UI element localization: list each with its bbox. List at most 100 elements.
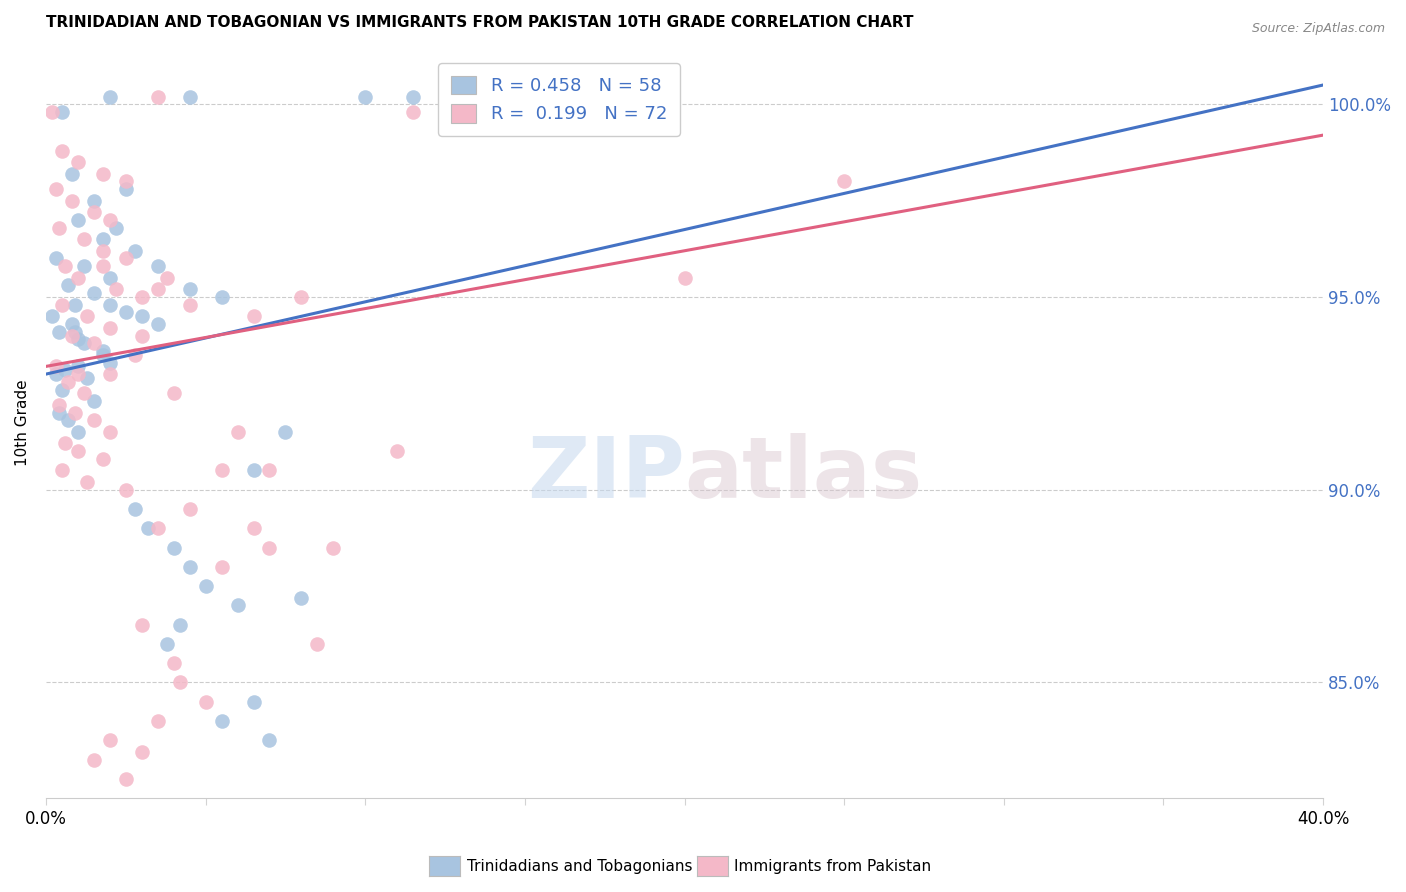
Point xyxy=(114,182,136,196)
Point xyxy=(146,714,169,728)
Point xyxy=(66,333,89,347)
Point xyxy=(242,521,264,535)
Point xyxy=(41,310,63,324)
Point xyxy=(66,213,89,227)
Point xyxy=(93,167,115,181)
Point xyxy=(93,244,115,258)
Point xyxy=(48,220,70,235)
Point xyxy=(290,591,312,605)
Point xyxy=(58,413,80,427)
Point xyxy=(98,367,121,381)
Point xyxy=(60,167,83,181)
Point xyxy=(179,559,201,574)
Point xyxy=(66,425,89,439)
Text: TRINIDADIAN AND TOBAGONIAN VS IMMIGRANTS FROM PAKISTAN 10TH GRADE CORRELATION CH: TRINIDADIAN AND TOBAGONIAN VS IMMIGRANTS… xyxy=(46,15,914,30)
Point xyxy=(63,406,86,420)
Point xyxy=(45,359,67,374)
Point xyxy=(211,559,233,574)
Point xyxy=(83,286,105,301)
Point xyxy=(242,463,264,477)
Point xyxy=(73,386,96,401)
Point xyxy=(60,328,83,343)
Point xyxy=(53,259,76,273)
Point xyxy=(98,355,121,369)
Point xyxy=(179,282,201,296)
Point xyxy=(226,425,249,439)
Point xyxy=(322,541,344,555)
Point xyxy=(63,325,86,339)
Point xyxy=(76,310,98,324)
Text: Trinidadians and Tobagonians: Trinidadians and Tobagonians xyxy=(467,859,692,873)
Point xyxy=(402,105,425,120)
Point xyxy=(73,336,96,351)
Point xyxy=(290,290,312,304)
Text: atlas: atlas xyxy=(685,434,922,516)
Point xyxy=(673,270,696,285)
Point xyxy=(146,317,169,331)
Point xyxy=(105,220,128,235)
Point xyxy=(45,252,67,266)
Point xyxy=(179,89,201,103)
Point xyxy=(169,675,191,690)
Point xyxy=(242,695,264,709)
Point xyxy=(41,105,63,120)
Point xyxy=(131,328,153,343)
Point xyxy=(63,298,86,312)
Point xyxy=(131,290,153,304)
Point xyxy=(93,451,115,466)
Point xyxy=(131,310,153,324)
Point xyxy=(98,213,121,227)
Point xyxy=(211,290,233,304)
Point xyxy=(83,394,105,409)
Point xyxy=(136,521,159,535)
Point xyxy=(66,367,89,381)
Point xyxy=(146,89,169,103)
Point xyxy=(51,463,73,477)
Point xyxy=(146,282,169,296)
Point xyxy=(98,425,121,439)
Point xyxy=(146,259,169,273)
Point xyxy=(51,383,73,397)
Point xyxy=(58,278,80,293)
Point xyxy=(66,444,89,458)
Point xyxy=(73,259,96,273)
Point xyxy=(354,89,377,103)
Point xyxy=(114,174,136,188)
Point xyxy=(274,425,297,439)
Point xyxy=(53,436,76,450)
Point xyxy=(60,194,83,208)
Text: Source: ZipAtlas.com: Source: ZipAtlas.com xyxy=(1251,22,1385,36)
Point xyxy=(156,270,179,285)
Point xyxy=(48,325,70,339)
Point xyxy=(93,259,115,273)
Point xyxy=(242,310,264,324)
Point xyxy=(124,348,146,362)
Point xyxy=(163,386,186,401)
Point xyxy=(146,521,169,535)
Point xyxy=(179,298,201,312)
Point xyxy=(105,282,128,296)
Point xyxy=(76,475,98,489)
Point xyxy=(98,270,121,285)
Point xyxy=(93,348,115,362)
Text: Immigrants from Pakistan: Immigrants from Pakistan xyxy=(734,859,931,873)
Point xyxy=(194,579,217,593)
Point xyxy=(60,317,83,331)
Point xyxy=(211,714,233,728)
Point xyxy=(66,155,89,169)
Point xyxy=(259,463,281,477)
Point xyxy=(114,305,136,319)
Point xyxy=(385,444,408,458)
Point xyxy=(73,232,96,246)
Point xyxy=(402,89,425,103)
Point xyxy=(211,463,233,477)
Point xyxy=(98,89,121,103)
Point xyxy=(83,205,105,219)
Text: ZIP: ZIP xyxy=(527,434,685,516)
Point xyxy=(93,343,115,358)
Point xyxy=(194,695,217,709)
Point xyxy=(45,367,67,381)
Point xyxy=(66,270,89,285)
Point xyxy=(48,398,70,412)
Point xyxy=(83,753,105,767)
